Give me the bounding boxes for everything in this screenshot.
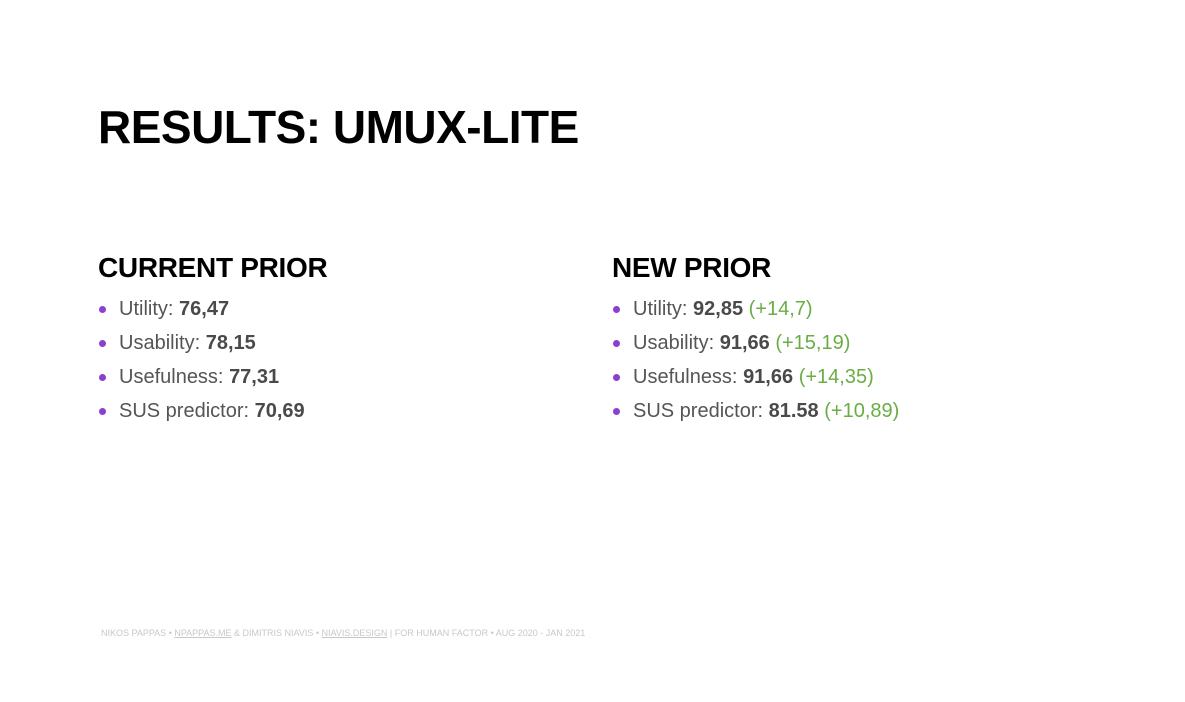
footer-link-npappas[interactable]: NPAPPAS.ME xyxy=(174,628,232,638)
bullet-icon xyxy=(613,374,620,381)
item-value: 70,69 xyxy=(254,400,305,422)
item-delta: (+14,7) xyxy=(748,298,813,320)
item-value: 91,66 xyxy=(719,332,770,354)
bullet-icon xyxy=(99,408,106,415)
item-value: 77,31 xyxy=(229,366,280,388)
footer-text: | FOR HUMAN FACTOR • AUG 2020 - JAN 2021 xyxy=(387,628,586,638)
item-label: Utility: xyxy=(119,298,174,320)
current-prior-section: CURRENT PRIOR Utility: 76,47 Usability: … xyxy=(98,252,328,434)
item-value: 76,47 xyxy=(179,298,230,320)
list-item: Usability: 78,15 xyxy=(98,320,327,366)
bullet-icon xyxy=(613,340,620,347)
footer: NIKOS PAPPAS • NPAPPAS.ME & DIMITRIS NIA… xyxy=(101,628,585,638)
list-item: SUS predictor: 81.58 (+10,89) xyxy=(612,388,899,434)
list-item: Usefulness: 91,66 (+14,35) xyxy=(612,354,899,400)
list-item: Utility: 76,47 xyxy=(98,286,327,332)
bullet-icon xyxy=(99,374,106,381)
item-delta: (+14,35) xyxy=(798,366,874,388)
item-label: Usability: xyxy=(119,332,201,354)
item-delta: (+15,19) xyxy=(775,332,851,354)
bullet-icon xyxy=(613,408,620,415)
item-label: Usability: xyxy=(633,332,715,354)
slide-title: RESULTS: UMUX-LITE xyxy=(98,101,579,153)
list-item: Usefulness: 77,31 xyxy=(98,354,327,400)
item-value: 78,15 xyxy=(205,332,256,354)
item-label: Utility: xyxy=(633,298,688,320)
list-item: Usability: 91,66 (+15,19) xyxy=(612,320,899,366)
item-label: Usefulness: xyxy=(633,366,738,388)
list-item: Utility: 92,85 (+14,7) xyxy=(612,286,899,332)
new-prior-section: NEW PRIOR Utility: 92,85 (+14,7) Usabili… xyxy=(612,252,899,434)
item-label: SUS predictor: xyxy=(119,400,250,422)
item-label: SUS predictor: xyxy=(633,400,764,422)
item-delta: (+10,89) xyxy=(824,400,900,422)
bullet-icon xyxy=(99,306,106,313)
item-label: Usefulness: xyxy=(119,366,224,388)
new-prior-heading: NEW PRIOR xyxy=(612,252,772,283)
item-value: 91,66 xyxy=(743,366,794,388)
footer-text: & DIMITRIS NIAVIS • xyxy=(231,628,322,638)
bullet-icon xyxy=(613,306,620,313)
bullet-icon xyxy=(99,340,106,347)
footer-text: NIKOS PAPPAS • xyxy=(101,628,175,638)
item-value: 92,85 xyxy=(693,298,744,320)
list-item: SUS predictor: 70,69 xyxy=(98,388,327,434)
footer-link-niavis[interactable]: NIAVIS.DESIGN xyxy=(321,628,388,638)
current-prior-heading: CURRENT PRIOR xyxy=(98,252,328,283)
item-value: 81.58 xyxy=(768,400,819,422)
